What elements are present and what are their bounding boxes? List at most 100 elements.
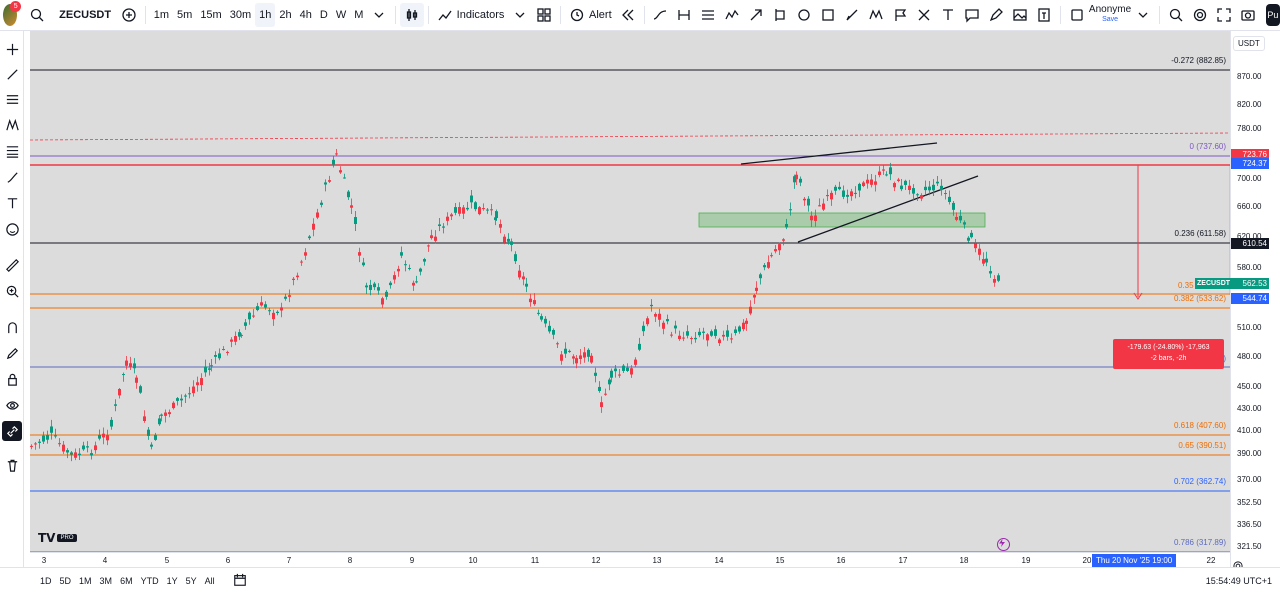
candle [86,446,89,448]
candle [997,275,1000,281]
pencil-tool-icon[interactable] [984,3,1008,27]
comment-tool-icon[interactable] [960,3,984,27]
time-tick: 3 [41,556,47,565]
price-tick: 390.00 [1237,449,1262,458]
magnet-tool-icon[interactable] [2,317,22,337]
candle [412,282,415,286]
interval-w[interactable]: W [335,9,347,21]
interval-2h[interactable]: 2h [279,9,292,21]
range-5y[interactable]: 5Y [185,576,197,586]
layouts-icon[interactable] [532,3,556,27]
interval-4h[interactable]: 4h [299,9,312,21]
candles-chart-type-icon[interactable] [400,3,425,27]
price-chart[interactable]: -0.272 (882.85) 0 (737.60) 0.236 (611.58) 0… [30,31,1230,552]
screenshot-icon[interactable] [1236,3,1260,27]
candle [793,176,796,183]
candle [184,395,187,397]
projection-tool-icon[interactable] [744,3,768,27]
symbol-name[interactable]: ZECUSDT [59,9,112,21]
cross-tool-icon[interactable] [912,3,936,27]
brush-tool-icon[interactable] [2,167,22,187]
crosshair-tool-icon[interactable] [2,39,22,59]
candle [408,268,411,270]
candle [568,350,571,352]
zoom-tool-icon[interactable] [2,281,22,301]
alert-button[interactable]: Alert [565,3,616,27]
emoji-tool-icon[interactable] [2,219,22,239]
stay-in-drawing-mode-icon[interactable] [2,343,22,363]
interval-15m[interactable]: 15m [200,9,222,21]
interval-1h[interactable]: 1h [255,3,276,27]
time-axis[interactable]: 345678910111213141516171819202122 Thu 20… [30,552,1230,567]
path-tool-icon[interactable] [720,3,744,27]
range-1m[interactable]: 1M [79,576,92,586]
ruler-tool-icon[interactable] [2,255,22,275]
user-avatar[interactable]: 5 [3,1,22,26]
goto-date-icon[interactable] [233,573,247,589]
account-dropdown-icon[interactable] [1131,3,1155,27]
candle [110,419,113,427]
range-1d[interactable]: 1D [40,576,52,586]
range-ytd[interactable]: YTD [140,576,159,586]
candle [789,209,792,211]
fib-tool-icon[interactable] [672,3,696,27]
range-5d[interactable]: 5D [59,576,72,586]
compare-symbol-icon[interactable] [117,3,141,27]
horizontal-lines-tool-icon[interactable] [696,3,720,27]
range-3m[interactable]: 3M [99,576,113,586]
gann-tool-icon[interactable] [768,3,792,27]
channel-tool-icon[interactable] [2,89,22,109]
settings-icon[interactable] [1188,3,1212,27]
flag-tool-icon[interactable] [888,3,912,27]
candle [799,178,802,183]
range-all[interactable]: All [204,576,215,586]
quick-search-icon[interactable] [1164,3,1188,27]
candle [308,236,311,239]
range-1y[interactable]: 1Y [166,576,178,586]
eye-icon[interactable] [2,395,22,415]
indicators-button[interactable]: Indicators [433,3,509,27]
candle [234,336,237,342]
pitchfork-tool-icon[interactable] [2,115,22,135]
interval-30m[interactable]: 30m [229,9,252,21]
fullscreen-icon[interactable] [1212,3,1236,27]
image-tool-icon[interactable] [1008,3,1032,27]
interval-dropdown-icon[interactable] [367,3,391,27]
fib-level-label: 0.618 (407.60) [1173,421,1226,430]
account-checkbox-icon[interactable] [1065,3,1089,27]
brush-tool-icon[interactable] [840,3,864,27]
lock-icon[interactable] [2,369,22,389]
candle [936,181,939,184]
publish-button[interactable]: Pu [1265,4,1280,26]
interval-1m[interactable]: 1m [153,9,170,21]
trash-icon[interactable] [2,455,22,475]
text-tool-icon[interactable] [936,3,960,27]
measure-tool-icon[interactable] [1032,3,1056,27]
candle [963,222,966,225]
indicators-dropdown-icon[interactable] [508,3,532,27]
text-tool-icon[interactable] [2,193,22,213]
candle [260,302,263,306]
circle-tool-icon[interactable] [792,3,816,27]
lightning-icon[interactable] [997,538,1010,551]
candle [885,174,888,176]
pattern-tool-icon[interactable] [864,3,888,27]
line-tool-icon[interactable] [2,64,22,84]
replay-icon[interactable] [616,3,640,27]
currency-selector[interactable]: USDT [1233,36,1265,51]
fib-retracement-tool-icon[interactable] [2,141,22,161]
interval-d[interactable]: D [319,9,328,21]
price-tick: 870.00 [1237,72,1262,81]
link-icon[interactable] [2,421,22,441]
symbol-search-icon[interactable] [25,3,49,27]
interval-m[interactable]: M [354,9,364,21]
range-6m[interactable]: 6M [120,576,133,586]
trend-line-tool-icon[interactable] [648,3,672,27]
price-scale[interactable]: USDT 870.00820.00780.00740.00700.00660.0… [1230,31,1280,571]
account-selector[interactable]: Anonyme Save [1089,5,1131,25]
rectangle-tool-icon[interactable] [816,3,840,27]
candle [180,398,183,401]
interval-5m[interactable]: 5m [177,9,193,21]
candle [858,183,861,191]
candle [458,207,461,214]
